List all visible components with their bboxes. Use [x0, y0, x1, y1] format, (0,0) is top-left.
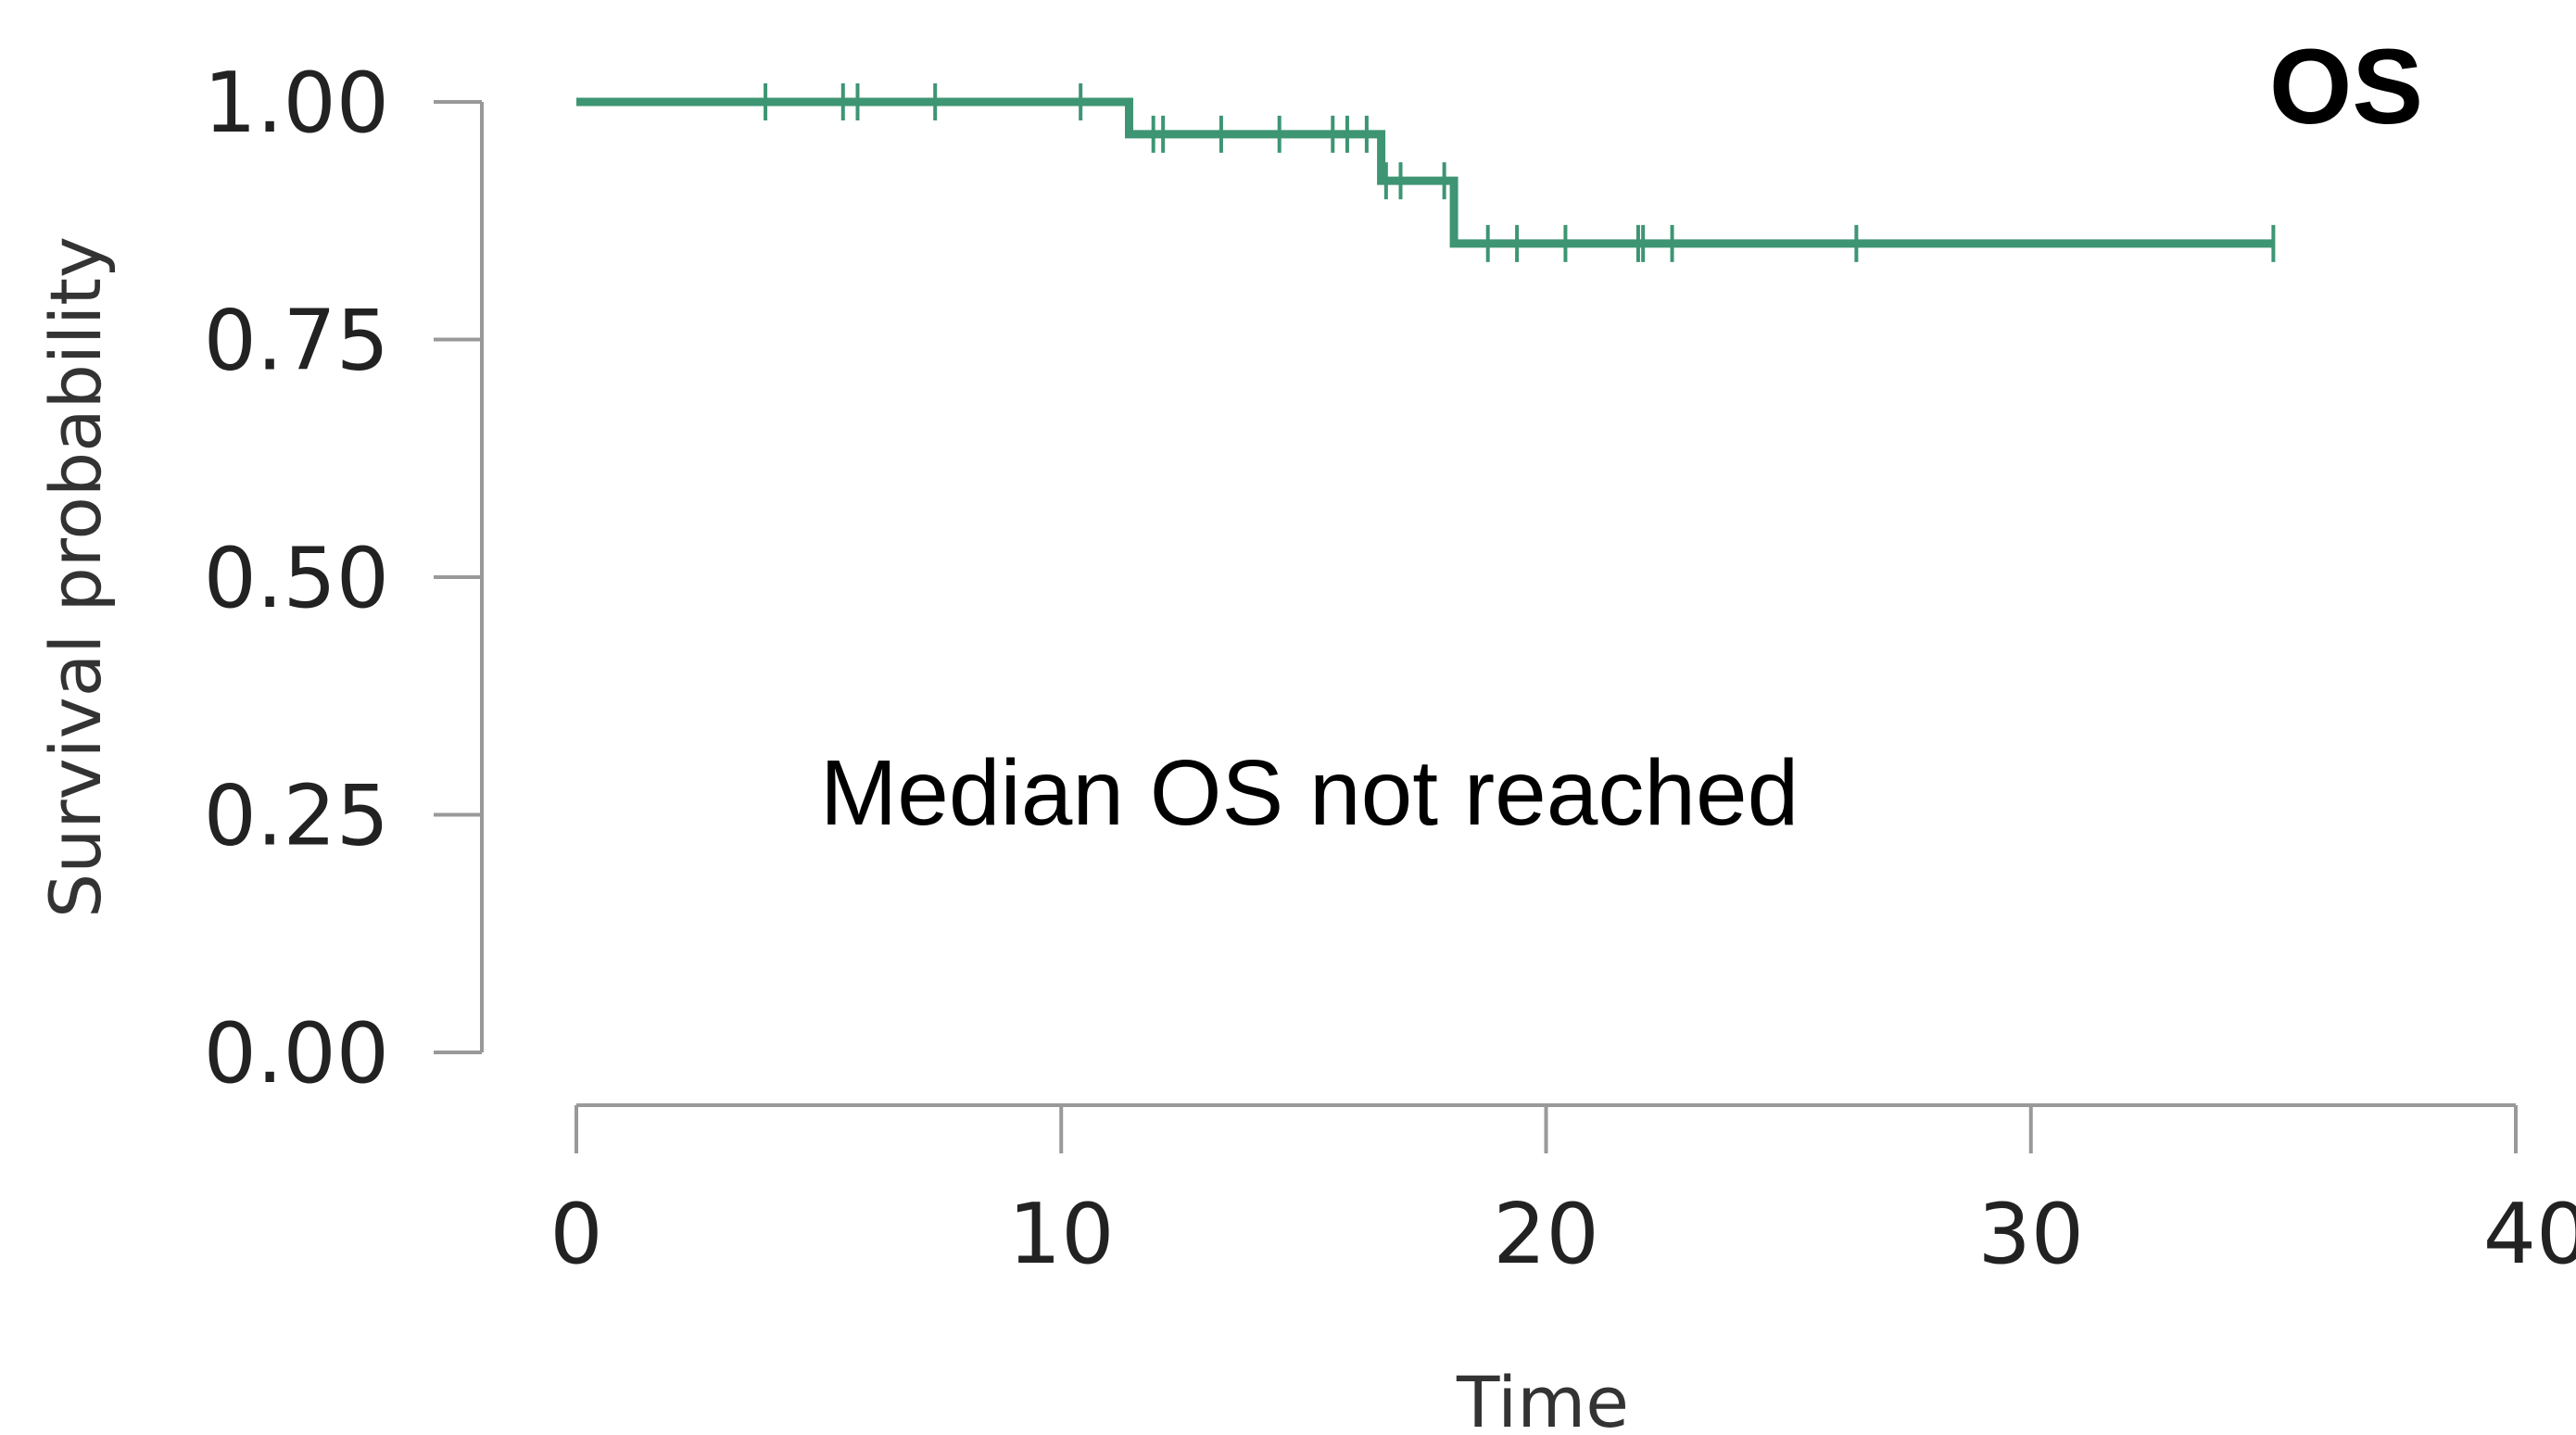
y-tick-label: 0.25 [204, 768, 389, 865]
chart-title: OS [2269, 28, 2423, 146]
x-axis: 0 10 20 30 40 [549, 1103, 2576, 1283]
median-annotation: Median OS not reached [820, 741, 1799, 845]
x-axis-title: Time [1456, 1361, 1629, 1435]
x-tick-label: 20 [1493, 1186, 1599, 1283]
series-layer [576, 83, 2276, 262]
y-axis: 0.00 0.25 0.50 0.75 1.00 [204, 55, 484, 1102]
x-tick-label: 10 [1008, 1186, 1115, 1283]
survival-curve [576, 97, 2274, 248]
x-tick-label: 40 [2483, 1186, 2576, 1283]
y-tick-label: 0.75 [204, 293, 389, 390]
y-tick-label: 0.50 [204, 530, 389, 627]
y-axis-title: Survival probability [34, 236, 117, 918]
x-tick-label: 30 [1977, 1186, 2084, 1283]
y-tick-label: 1.00 [204, 55, 389, 152]
y-tick-label: 0.00 [204, 1005, 389, 1102]
x-tick-label: 0 [549, 1186, 602, 1283]
